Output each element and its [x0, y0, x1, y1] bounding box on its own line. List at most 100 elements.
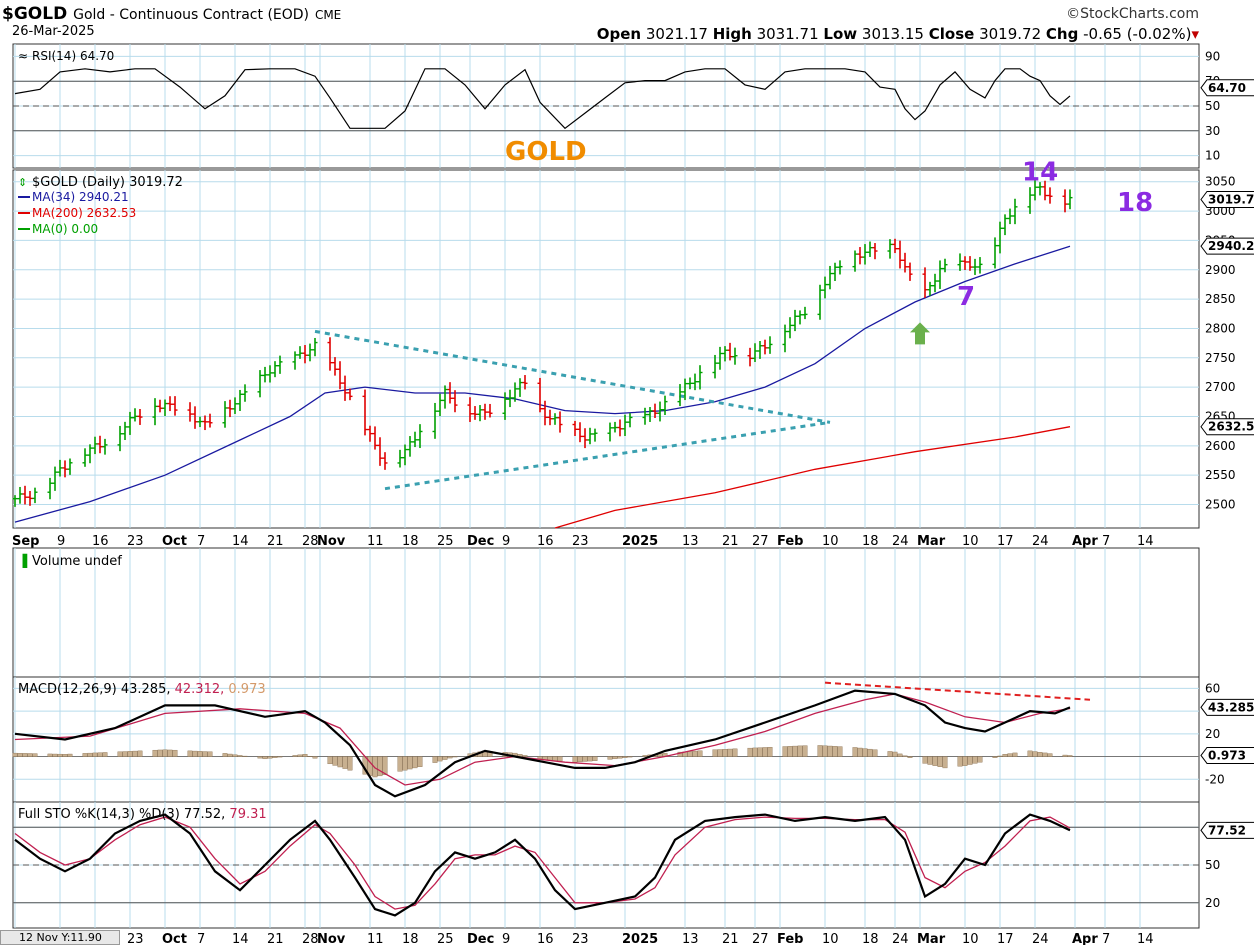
- macd-histogram-bar: [1012, 752, 1018, 757]
- price-x-tick-label: Sep: [12, 534, 40, 549]
- macd-histogram-bar: [117, 751, 123, 757]
- sto-title-part: 79.31: [229, 807, 266, 822]
- sto-axis-tick-label: 50: [1205, 858, 1220, 872]
- macd-histogram-bar: [687, 751, 693, 757]
- ma34-line: [14, 245, 1071, 523]
- divergence-line: [824, 681, 1091, 701]
- macd-title-part: 42.312,: [175, 682, 229, 697]
- price-x-tick-label: 14: [232, 534, 249, 549]
- macd-histogram-bar: [1032, 751, 1038, 757]
- macd-histogram-bar: [397, 756, 403, 772]
- volume-title: Volume undef: [32, 554, 122, 569]
- macd-histogram-bar: [607, 756, 613, 760]
- price-x-tick-label: 24: [892, 534, 909, 549]
- macd-histogram-bar: [172, 749, 178, 757]
- price-axis-tick-label: 2800: [1205, 321, 1236, 335]
- macd-histogram-bar: [92, 752, 98, 757]
- macd-histogram-bar: [642, 755, 648, 757]
- macd-histogram-bar: [447, 756, 453, 759]
- macd-histogram-bar: [722, 749, 728, 757]
- macd-title: MACD(12,26,9) 43.285, 42.312, 0.973: [18, 682, 266, 697]
- macd-histogram-bar: [97, 752, 103, 757]
- macd-histogram-bar: [787, 746, 793, 757]
- macd-histogram-bar: [127, 751, 133, 757]
- macd-histogram-bar: [862, 748, 868, 757]
- macd-histogram-bar: [277, 756, 283, 758]
- bottom-x-tick-label: 18: [862, 932, 879, 945]
- macd-histogram-bar: [577, 756, 583, 763]
- macd-histogram-bar: [412, 756, 418, 769]
- macd-histogram-bar: [827, 745, 833, 757]
- macd-histogram-bar: [137, 750, 143, 757]
- volume-icon: ▐: [18, 553, 28, 568]
- macd-histogram-bar: [927, 756, 933, 765]
- rsi-last-label-box: [1200, 79, 1254, 97]
- rsi-icon: ≈: [18, 49, 28, 63]
- bottom-x-tick-label: 23: [127, 932, 144, 945]
- macd-histogram-bar: [1037, 752, 1043, 757]
- macd-histogram-bar: [272, 756, 278, 758]
- bottom-x-tick-label: 7: [197, 932, 205, 945]
- macd-histogram-bar: [437, 756, 443, 762]
- up-arrow-icon: [910, 322, 930, 345]
- macd-histogram-bar: [867, 748, 873, 757]
- macd-axis-tick-label: 20: [1205, 727, 1220, 741]
- macd-histogram-bar: [187, 750, 193, 757]
- ma200-last-label-box: [1200, 418, 1254, 436]
- macd-histogram-bar: [417, 756, 423, 767]
- macd-last-label-box: [1200, 698, 1254, 716]
- price-x-tick-label: 21: [722, 534, 739, 549]
- macd-histogram-bar: [347, 756, 353, 771]
- sto-title-part: Full STO %K(14,3) %D(3) 77.52,: [18, 807, 229, 822]
- bottom-x-tick-label: 10: [822, 932, 839, 945]
- rsi-title: RSI(14) 64.70: [32, 49, 114, 63]
- price-x-tick-label: 17: [997, 534, 1014, 549]
- volume-panel: [12, 547, 1200, 678]
- ma200-line: [554, 426, 1071, 529]
- macd-histogram-bar: [977, 756, 983, 763]
- macd-histogram-bar: [152, 749, 158, 757]
- macd-histogram-bar: [822, 745, 828, 757]
- price-x-tick-label: 25: [437, 534, 454, 549]
- macd-histogram-bar: [237, 755, 243, 757]
- macd-histogram-bar: [222, 753, 228, 757]
- macd-histogram-bar: [572, 756, 578, 763]
- macd-histogram-bar: [1047, 753, 1053, 757]
- price-axis-tick-label: 2500: [1205, 498, 1236, 512]
- macd-histogram-bar: [942, 756, 948, 769]
- wave-count-label: 7: [957, 282, 975, 312]
- price-x-tick-label: 2025: [622, 534, 658, 549]
- macd-histogram-bar: [122, 751, 128, 757]
- macd-line: [14, 689, 1071, 798]
- macd-histogram-bar: [677, 751, 683, 757]
- macd-histogram-bar: [747, 747, 753, 757]
- macd-histogram-bar: [232, 754, 238, 757]
- macd-histogram-bar: [202, 751, 208, 757]
- macd-histogram-bar: [452, 756, 458, 758]
- triangle-lower-line: [384, 420, 831, 491]
- macd-histogram-bar: [802, 745, 808, 757]
- rsi-axis-tick-label: 90: [1205, 49, 1220, 63]
- macd-histogram-bar: [267, 756, 273, 759]
- price-x-tick-label: 16: [537, 534, 554, 549]
- bottom-x-tick-label: 2025: [622, 932, 658, 945]
- macd-histogram-bar: [537, 756, 543, 760]
- macd-histogram-bar: [432, 756, 438, 763]
- sto-last-label-box: [1200, 821, 1254, 839]
- macd-hist-last-label: 0.973: [1208, 748, 1246, 762]
- macd-histogram-bar: [857, 747, 863, 757]
- macd-histogram-bar: [1067, 755, 1073, 757]
- price-x-tick-label: 21: [267, 534, 284, 549]
- rsi-axis-tick-label: 50: [1205, 99, 1220, 113]
- price-x-tick-label: 23: [127, 534, 144, 549]
- macd-histogram-bar: [32, 753, 38, 757]
- macd-histogram-bar: [12, 752, 18, 757]
- macd-histogram-bar: [887, 751, 893, 757]
- price-x-tick-label: 27: [752, 534, 769, 549]
- macd-histogram-bar: [402, 756, 408, 771]
- rsi-axis-tick-label: 10: [1205, 149, 1220, 163]
- macd-histogram-bar: [832, 746, 838, 757]
- macd-histogram-bar: [957, 756, 963, 767]
